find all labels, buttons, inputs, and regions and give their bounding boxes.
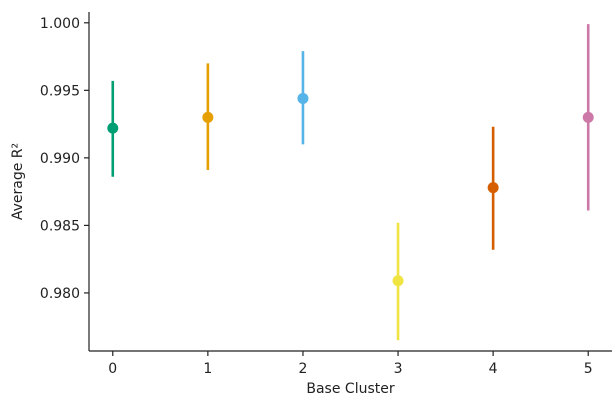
y-tick-label: 0.990 — [40, 151, 80, 167]
y-ticks: 0.980 0.985 0.990 0.995 1.000 — [40, 16, 89, 302]
data-point — [202, 112, 213, 123]
x-tick-label: 5 — [584, 361, 593, 377]
data-point — [583, 112, 594, 123]
x-tick-label: 4 — [489, 361, 498, 377]
x-tick-label: 3 — [394, 361, 403, 377]
cluster-2-point-group — [297, 51, 308, 144]
x-ticks: 0 1 2 3 4 5 — [108, 351, 592, 377]
x-tick-label: 1 — [203, 361, 212, 377]
cluster-1-point-group — [202, 63, 213, 170]
y-tick-label: 0.985 — [40, 218, 80, 234]
cluster-0-point-group — [107, 81, 118, 177]
data-point — [393, 275, 404, 286]
plot-area — [107, 24, 593, 340]
data-point — [488, 182, 499, 193]
cluster-3-point-group — [393, 223, 404, 341]
cluster-5-point-group — [583, 24, 594, 210]
axes — [89, 12, 612, 351]
y-tick-label: 0.995 — [40, 83, 80, 99]
x-axis-title: Base Cluster — [306, 381, 394, 397]
cluster-4-point-group — [488, 127, 499, 250]
data-point — [297, 93, 308, 104]
y-tick-label: 1.000 — [40, 16, 80, 32]
data-point — [107, 123, 118, 134]
x-tick-label: 0 — [108, 361, 117, 377]
y-axis-title: Average R² — [10, 143, 26, 220]
y-tick-label: 0.980 — [40, 286, 80, 302]
x-tick-label: 2 — [298, 361, 307, 377]
